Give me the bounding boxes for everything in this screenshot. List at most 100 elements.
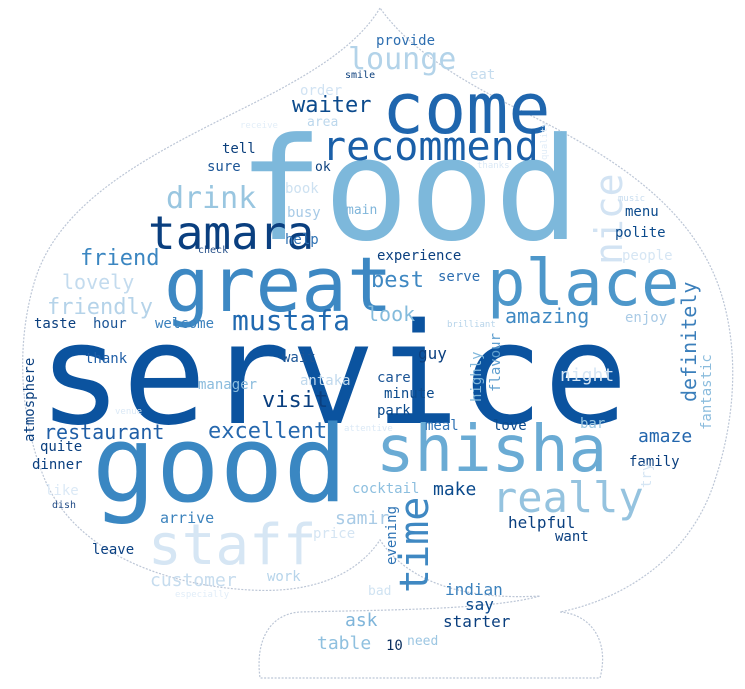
word-quite: quite — [40, 439, 83, 455]
word-drink: drink — [166, 181, 257, 216]
word-book: book — [285, 181, 319, 197]
word-care: care — [377, 370, 411, 386]
word-lovely: lovely — [62, 270, 135, 294]
word-meal: meal — [425, 418, 459, 434]
word-time: time — [392, 496, 438, 593]
word-want: want — [555, 529, 589, 545]
word-busy: busy — [287, 205, 321, 221]
word-serve: serve — [438, 269, 481, 285]
word-provide: provide — [376, 33, 436, 49]
word-flavour: flavour — [488, 332, 504, 392]
word-atmosphere: atmosphere — [22, 357, 38, 442]
word-come: come — [382, 68, 551, 150]
word-quality: quality — [540, 122, 550, 160]
word-help: help — [285, 232, 319, 248]
word-family: family — [629, 454, 680, 470]
word-excellent: excellent — [208, 419, 328, 444]
word-table: table — [317, 633, 372, 654]
word-eat: eat — [470, 67, 496, 83]
word-thank: thank — [85, 351, 128, 367]
word-especially: especially — [175, 590, 230, 600]
word-lounge: lounge — [348, 42, 457, 77]
word-work: work — [267, 569, 301, 585]
word-good: good — [92, 403, 348, 526]
word-10: 10 — [386, 638, 403, 654]
word-arrive: arrive — [160, 509, 215, 527]
word-main: main — [346, 203, 378, 218]
word-evening: evening — [384, 505, 400, 565]
word-bar: bar — [580, 416, 606, 432]
word-polite: polite — [615, 225, 666, 241]
word-minute: minute — [384, 386, 435, 402]
word-starter: starter — [443, 612, 511, 631]
word-receive: receive — [240, 121, 278, 131]
word-order: order — [300, 83, 343, 99]
word-antaka: antaka — [300, 373, 351, 389]
word-staff: staff — [148, 513, 317, 578]
word-customer: customer — [150, 570, 237, 591]
word-like: like — [45, 483, 79, 499]
word-night: night — [560, 365, 615, 386]
word-welcome: welcome — [155, 316, 215, 332]
word-thanks: thanks — [477, 161, 510, 171]
word-amaze: amaze — [638, 426, 693, 447]
word-friendly: friendly — [47, 295, 153, 320]
word-samir: samir — [335, 508, 390, 529]
word-tamara: tamara — [148, 206, 315, 260]
word-friend: friend — [80, 246, 160, 271]
word-food: food — [238, 108, 580, 273]
word-taste: taste — [34, 316, 77, 332]
word-park: park — [377, 403, 411, 419]
word-dish: dish — [52, 500, 77, 511]
word-mustafa: mustafa — [232, 304, 351, 337]
word-ask: ask — [345, 610, 378, 631]
word-menu: menu — [625, 204, 659, 220]
word-enjoy: enjoy — [625, 310, 668, 326]
word-recommend: recommend — [322, 124, 539, 170]
word-definitely: definitely — [677, 281, 701, 402]
word-ok: ok — [315, 160, 331, 175]
word-people: people — [622, 248, 673, 264]
word-music: music — [618, 194, 646, 204]
word-attentive: attentive — [344, 424, 393, 434]
word-shisha: shisha — [376, 413, 608, 487]
word-sure: sure — [207, 159, 241, 175]
word-place: place — [487, 247, 680, 321]
word-say: say — [465, 595, 494, 614]
word-really: really — [492, 473, 644, 522]
word-tell: tell — [222, 141, 256, 157]
word-wait: wait — [282, 350, 316, 366]
word-amazing: amazing — [505, 304, 590, 328]
word-leave: leave — [92, 542, 135, 558]
word-visit: visit — [262, 388, 329, 413]
word-brilliant: brilliant — [447, 320, 496, 330]
word-helpful: helpful — [508, 513, 576, 532]
word-love: love — [493, 418, 527, 434]
word-area: area — [307, 115, 339, 130]
word-try: try — [639, 462, 655, 488]
word-great: great — [164, 240, 393, 329]
word-cocktail: cocktail — [352, 481, 420, 497]
word-highly: highly — [469, 351, 485, 402]
word-service: service — [38, 294, 629, 457]
word-hour: hour — [93, 316, 127, 332]
word-make: make — [433, 479, 477, 500]
word-experience: experience — [377, 248, 462, 264]
word-look: look — [367, 302, 416, 326]
word-indian: indian — [445, 580, 503, 599]
word-need: need — [407, 634, 439, 649]
word-check: check — [198, 245, 229, 256]
word-smile: smile — [345, 70, 376, 81]
word-best: best — [371, 268, 424, 293]
word-dinner: dinner — [32, 457, 83, 473]
word-guy: guy — [418, 344, 447, 363]
word-restaurant: restaurant — [44, 420, 165, 444]
word-venue: venue — [115, 407, 143, 417]
word-waiter: waiter — [292, 93, 372, 118]
word-fantastic: fantastic — [699, 354, 715, 430]
word-price: price — [313, 526, 356, 542]
word-manager: manager — [198, 377, 258, 393]
word-bad: bad — [368, 584, 392, 599]
